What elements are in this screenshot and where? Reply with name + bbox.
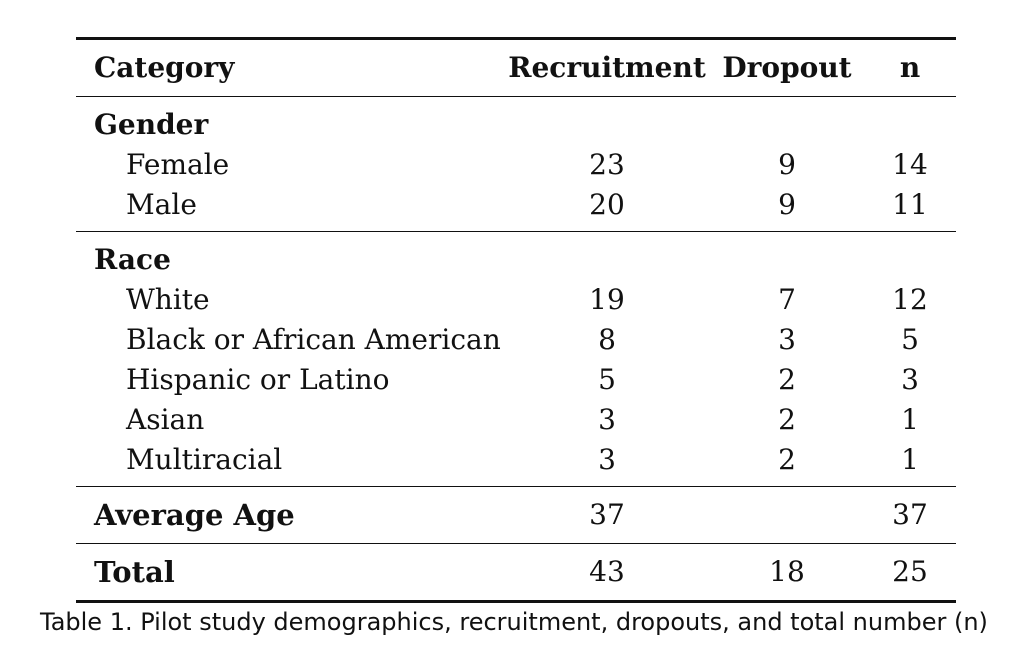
- row-label: Asian: [126, 403, 205, 436]
- table-row: Male 20 9 11: [76, 185, 956, 225]
- table-row: White 19 7 12: [76, 280, 956, 320]
- recruitment-cell: 23: [589, 148, 625, 181]
- table-row: Multiracial 3 2 1: [76, 440, 956, 480]
- dropout-cell: [710, 486, 864, 544]
- n-cell: 12: [892, 283, 928, 316]
- recruitment-cell: 37: [504, 486, 710, 544]
- n-cell: 25: [864, 543, 956, 603]
- header-dropout: Dropout: [710, 37, 864, 97]
- n-cell: 14: [892, 148, 928, 181]
- group-label: Race: [76, 231, 956, 280]
- row-label: Hispanic or Latino: [126, 363, 390, 396]
- recruitment-cell: 3: [598, 443, 616, 476]
- table-row: Female 23 9 14: [76, 145, 956, 185]
- recruitment-cell: 43: [504, 543, 710, 603]
- total-row: Total 43 18 25: [76, 543, 956, 603]
- header-n: n: [864, 37, 956, 97]
- recruitment-cell: 8: [598, 323, 616, 356]
- n-cell: 11: [892, 188, 928, 221]
- n-cell: 1: [901, 403, 919, 436]
- row-label: Total: [76, 543, 504, 603]
- dropout-cell: 2: [778, 403, 796, 436]
- row-label: Black or African American: [126, 323, 501, 356]
- average-age-row: Average Age 37 37: [76, 486, 956, 544]
- row-label: Female: [126, 148, 230, 181]
- n-cell: 1: [901, 443, 919, 476]
- dropout-cell: 9: [778, 148, 796, 181]
- dropout-cell: 3: [778, 323, 796, 356]
- table-row: Hispanic or Latino 5 2 3: [76, 360, 956, 400]
- group-header-gender: Gender: [76, 97, 956, 146]
- demographics-table-container: Category Recruitment Dropout n Gender Fe…: [76, 37, 956, 603]
- row-label: White: [126, 283, 210, 316]
- row-label: Male: [126, 188, 197, 221]
- group-label: Gender: [94, 108, 209, 141]
- header-recruitment: Recruitment: [504, 37, 710, 97]
- row-label: Multiracial: [126, 443, 283, 476]
- demographics-table: Category Recruitment Dropout n Gender Fe…: [76, 37, 956, 603]
- n-cell: 3: [901, 363, 919, 396]
- table-caption: Table 1. Pilot study demographics, recru…: [40, 608, 988, 636]
- table-row: Black or African American 8 3 5: [76, 320, 956, 360]
- header-row: Category Recruitment Dropout n: [76, 37, 956, 97]
- dropout-cell: 2: [778, 363, 796, 396]
- recruitment-cell: 3: [598, 403, 616, 436]
- header-category: Category: [76, 37, 504, 97]
- recruitment-cell: 20: [589, 188, 625, 221]
- dropout-cell: 2: [778, 443, 796, 476]
- dropout-cell: 18: [710, 543, 864, 603]
- n-cell: 37: [864, 486, 956, 544]
- dropout-cell: 7: [778, 283, 796, 316]
- group-header-race: Race: [76, 231, 956, 280]
- dropout-cell: 9: [778, 188, 796, 221]
- row-label: Average Age: [76, 486, 504, 544]
- recruitment-cell: 5: [598, 363, 616, 396]
- table-row: Asian 3 2 1: [76, 400, 956, 440]
- n-cell: 5: [901, 323, 919, 356]
- recruitment-cell: 19: [589, 283, 625, 316]
